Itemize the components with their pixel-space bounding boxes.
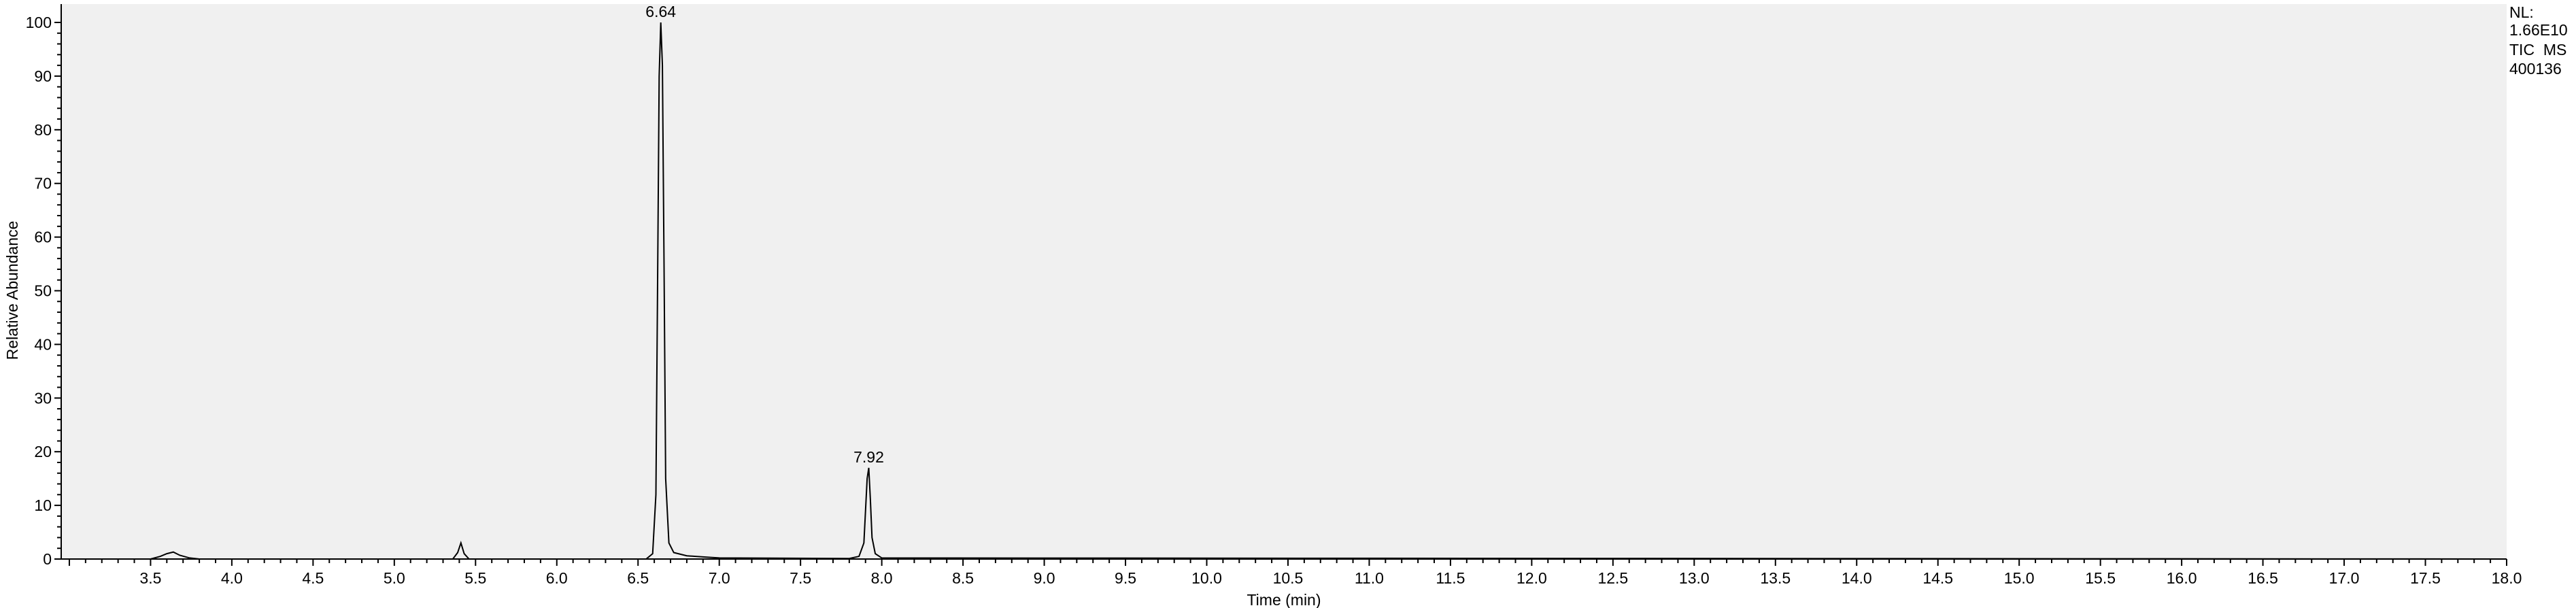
y-tick-label: 10 [34,496,52,514]
y-tick-label: 20 [34,443,52,460]
x-tick-label: 15.5 [2085,569,2116,587]
peak-label: 7.92 [853,448,884,466]
x-tick-label: 14.5 [1922,569,1953,587]
y-tick-label: 40 [34,335,52,353]
y-tick-label: 70 [34,175,52,192]
x-tick-label: 11.0 [1355,569,1384,587]
x-tick-label: 11.5 [1436,569,1465,587]
y-tick-label: 80 [34,121,52,139]
x-tick-label: 10.5 [1273,569,1304,587]
x-tick-label: 8.5 [952,569,974,587]
nl-label: NL: [2509,3,2534,21]
x-tick-label: 4.5 [302,569,324,587]
x-tick-label: 15.0 [2004,569,2035,587]
x-tick-label: 6.0 [546,569,568,587]
x-tick-label: 6.5 [627,569,649,587]
y-tick-label: 60 [34,229,52,246]
x-tick-label: 3.5 [139,569,161,587]
x-tick-label: 17.0 [2329,569,2360,587]
y-tick-label: 0 [43,550,52,568]
y-tick-label: 30 [34,389,52,407]
sample-id: 400136 [2509,60,2562,78]
peak-label: 6.64 [645,3,676,20]
x-tick-label: 12.5 [1597,569,1628,587]
x-tick-label: 9.0 [1034,569,1055,587]
nl-value: 1.66E10 [2509,21,2568,39]
y-tick-label: 90 [34,67,52,85]
x-tick-label: 4.0 [221,569,243,587]
y-tick-label: 50 [34,282,52,300]
tic-trace-line [61,22,2507,560]
x-tick-label: 13.5 [1760,569,1791,587]
x-tick-label: 13.0 [1679,569,1710,587]
x-tick-label: 7.5 [790,569,811,587]
x-tick-label: 16.5 [2248,569,2278,587]
trace-type: TIC MS [2509,41,2566,58]
x-tick-label: 9.5 [1115,569,1136,587]
x-tick-label: 14.0 [1842,569,1872,587]
x-tick-label: 8.0 [871,569,893,587]
x-tick-label: 5.0 [384,569,405,587]
y-tick-label: 100 [26,14,52,31]
plot-area [61,4,2507,559]
x-tick-label: 7.0 [709,569,730,587]
x-tick-label: 18.0 [2492,569,2522,587]
y-axis-ticks: 0 10 20 30 40 50 60 70 80 90 100 [26,14,61,568]
x-tick-label: 5.5 [464,569,486,587]
x-axis-ticks: 3.5 4.0 4.5 5.0 5.5 6.0 6.5 7.0 7.5 8.0 8.5 9.0 9.5 1… [68,559,2522,587]
x-tick-label: 12.0 [1516,569,1547,587]
x-tick-label: 10.0 [1191,569,1222,587]
x-tick-label: 16.0 [2167,569,2197,587]
x-axis-title: Time (min) [1247,591,1321,608]
x-tick-label: 17.5 [2410,569,2441,587]
peak-annotations: 6.64 7.92 [645,3,884,466]
y-axis-title: Relative Abundance [3,221,21,360]
